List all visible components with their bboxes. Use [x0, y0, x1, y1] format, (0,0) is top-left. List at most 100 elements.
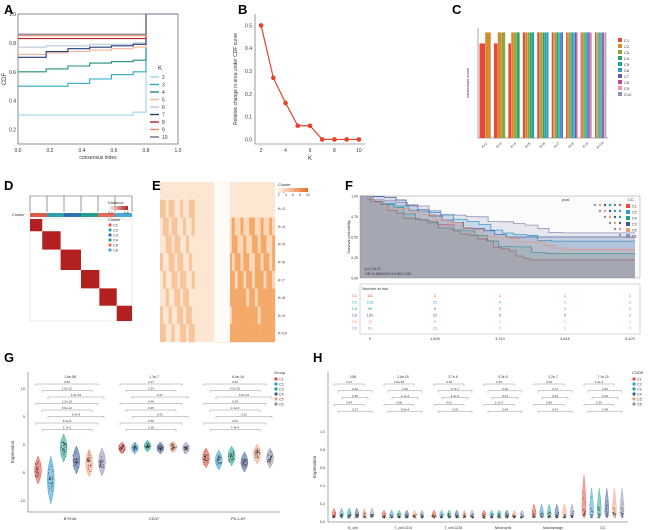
panel-h-xtick: Neutrophil	[495, 526, 512, 530]
panel-g-dot	[218, 456, 220, 458]
panel-g-comparison-pvalue: 7.4e-4	[231, 426, 240, 430]
panel-e-cell	[254, 235, 258, 254]
panel-h-dot	[405, 514, 407, 516]
panel-c-legend-label: C8	[624, 80, 630, 85]
panel-h-dot	[515, 516, 517, 518]
panel-g-dot	[99, 460, 101, 462]
panel-g-dot	[135, 446, 137, 448]
panel-g-dot	[217, 462, 219, 464]
panel-a-legend-label: 8	[162, 120, 165, 126]
panel-h-comparison-pvalue: 0.61	[446, 401, 452, 405]
panel-e-cell	[240, 235, 244, 254]
panel-h-dot	[607, 500, 609, 502]
panel-h-bracket	[483, 404, 515, 407]
panel-h-dot	[508, 515, 510, 517]
panel-g-comparison-pvalue: 0.66	[64, 380, 70, 384]
panel-h-dot	[354, 517, 356, 519]
panel-g-bracket	[35, 422, 99, 425]
panel-b-xlabel: K	[308, 156, 312, 162]
panel-c-bar	[603, 32, 605, 138]
panel-d-cluster-dot	[108, 233, 112, 237]
panel-g-dot	[147, 446, 149, 448]
panel-g-dot	[184, 446, 186, 448]
panel-h-bracket	[587, 411, 623, 414]
panel-label-e: E	[152, 178, 161, 193]
panel-h-dot	[348, 513, 350, 515]
panel-f-legend-label: C6	[632, 235, 637, 239]
panel-a-legend-label: 7	[162, 113, 165, 119]
panel-g-dot	[246, 462, 249, 464]
panel-g-dot	[254, 453, 256, 455]
panel-e-cell	[272, 235, 276, 254]
panel-h-comparison-pvalue: 0.38	[602, 407, 608, 411]
panel-g-dot	[89, 458, 91, 461]
panel-g-dot	[122, 451, 124, 453]
panel-g-dot	[99, 466, 101, 468]
panel-d-legend-title: Distance	[108, 200, 124, 205]
panel-h-comparison-pvalue: 0.13	[552, 394, 558, 398]
panel-e-cell	[260, 270, 264, 289]
panel-e-cell	[160, 253, 164, 272]
panel-d-cluster-dot	[108, 223, 112, 227]
panel-c-bar	[561, 32, 563, 138]
panel-g-bracket	[125, 429, 177, 432]
panel-e-cell	[229, 253, 233, 272]
panel-e-cell	[257, 306, 261, 325]
panel-h-dot	[472, 513, 474, 515]
panel-h-dot	[433, 513, 435, 515]
panel-e-cell	[272, 270, 276, 289]
panel-h-dot	[415, 513, 417, 515]
panel-e-cell	[260, 235, 264, 254]
panel-h-bracket	[391, 397, 419, 400]
panel-f-risk-value: 1	[629, 306, 632, 311]
panel-g-ytick: -5	[22, 471, 25, 475]
panel-e-legend-tick: 2	[278, 193, 280, 197]
panel-g-dot	[51, 489, 53, 491]
panel-d-cluster-legend-title: Cluster	[108, 217, 121, 222]
panel-e-cell	[246, 270, 250, 289]
panel-b-xtick: 6	[309, 148, 312, 154]
panel-g-dot	[64, 455, 66, 457]
panel-f-xtick: 4,815	[560, 337, 570, 341]
panel-g-violin	[59, 433, 68, 463]
panel-h-dot	[534, 515, 536, 517]
panel-g-dot	[121, 447, 123, 450]
panel-h-dot	[507, 516, 509, 518]
panel-h-dot	[355, 516, 357, 518]
panel-h-dot	[557, 516, 559, 518]
panel-b-point	[283, 100, 288, 106]
panel-a-ytick: 0.2	[9, 128, 16, 134]
panel-h-dot	[622, 503, 624, 505]
panel-h-comparison-pvalue: 0.44	[502, 394, 508, 398]
panel-g-dot	[147, 443, 149, 445]
panel-g-dot	[87, 458, 89, 460]
panel-h-dot	[333, 514, 335, 516]
panel-g-bracket	[35, 383, 99, 386]
panel-h-violin	[589, 487, 594, 519]
panel-a-legend-label: 10	[162, 135, 168, 141]
panel-g-dot	[172, 445, 174, 447]
panel-h-bracket	[387, 390, 423, 393]
panel-g-dot	[256, 453, 258, 455]
panel-a-xtick: 1.0	[175, 148, 182, 154]
panel-c-bar	[576, 32, 578, 138]
panel-e-cell	[180, 306, 184, 325]
panel-g-dot	[60, 446, 62, 448]
panel-h-dot	[499, 517, 501, 519]
panel-c-xtick: K=5	[524, 142, 531, 149]
panel-g-dot	[257, 457, 259, 459]
panel-h-dot	[355, 517, 357, 519]
panel-h-top-pvalue: 3.7e-6	[448, 375, 458, 379]
panel-h-dot	[483, 513, 485, 515]
panel-h-comparison-pvalue: 0.64	[502, 407, 508, 411]
panel-c-bar	[544, 32, 547, 138]
panel-h-dot	[534, 510, 536, 512]
panel-h-legend-dot	[632, 387, 636, 391]
panel-c-bar	[485, 32, 491, 138]
panel-h-dot	[412, 516, 414, 518]
panel-h-dot	[397, 516, 399, 518]
panel-h-dot	[392, 515, 394, 517]
panel-g-bracket	[215, 416, 273, 419]
panel-c-bar	[595, 32, 596, 138]
panel-c-bar	[529, 32, 532, 138]
